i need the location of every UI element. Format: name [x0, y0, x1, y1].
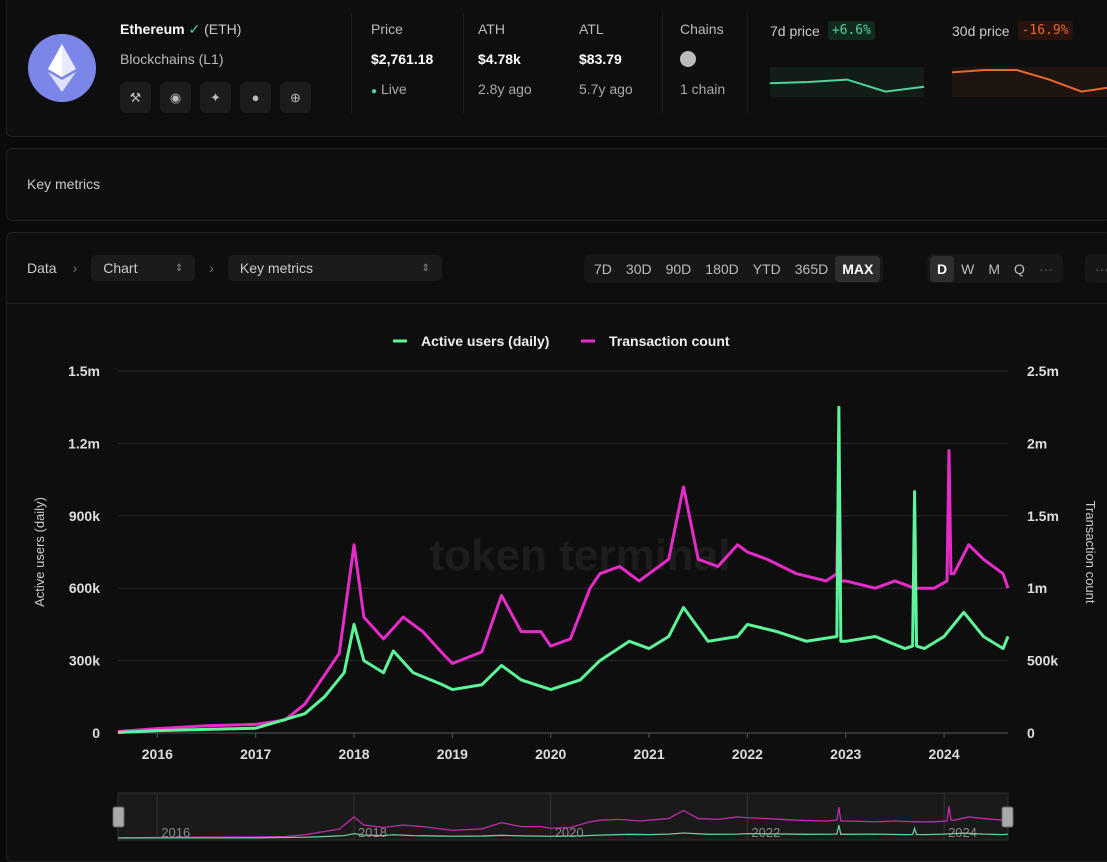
chart: token terminal 0 0 300k 500k 600k 1m 900k 1.5m 1.… — [32, 333, 1098, 841]
sparkline-30d — [952, 67, 1107, 97]
ethereum-logo — [28, 34, 96, 102]
navigator-label: 2018 — [358, 825, 387, 840]
granularity-w[interactable]: W — [961, 260, 975, 277]
sparkline-line — [952, 69, 1107, 93]
breadcrumb: Data › Chart ⇕ › Key metrics ⇕ — [27, 255, 442, 281]
verified-icon: ✓ — [188, 21, 201, 37]
x-tick-label: 2019 — [437, 746, 468, 762]
range-navigator — [117, 792, 1009, 841]
y-tick-left: 0 — [92, 725, 100, 741]
y-tick-left: 300k — [69, 653, 100, 669]
y-tick-right: 0 — [1027, 725, 1035, 741]
granularity-q[interactable]: Q — [1014, 260, 1025, 277]
coingecko-icon[interactable]: ● — [240, 82, 271, 113]
navigator-series-tx — [117, 806, 1009, 839]
legend-item: Transaction count — [609, 333, 730, 349]
y-tick-right: 500k — [1027, 653, 1058, 669]
navigator-label: 2022 — [751, 825, 780, 840]
legend-item: Active users (daily) — [421, 333, 549, 349]
live-dot-icon: ● — [371, 86, 378, 97]
range-30d[interactable]: 30D — [625, 260, 652, 277]
x-tick-label: 2022 — [732, 746, 763, 762]
twitter-icon[interactable]: ✦ — [200, 82, 231, 113]
range-90d[interactable]: 90D — [665, 260, 692, 277]
x-tick-label: 2017 — [240, 746, 271, 762]
y-tick-left: 900k — [69, 508, 100, 524]
chains-stat: Chains 1 chain — [680, 21, 726, 97]
sparkline-line — [770, 78, 925, 93]
ethereum-chain-icon[interactable] — [680, 51, 696, 67]
granularity-m[interactable]: M — [988, 260, 1001, 277]
key-metrics-section: Key metrics — [6, 148, 1107, 221]
y-tick-right: 1.5m — [1027, 508, 1059, 524]
x-tick-label: 2016 — [142, 746, 173, 762]
github-icon[interactable]: ◉ — [160, 82, 191, 113]
range-7d[interactable]: 7D — [594, 260, 612, 277]
range-180d[interactable]: 180D — [705, 260, 739, 277]
x-tick-label: 2023 — [830, 746, 861, 762]
asset-category: Blockchains (L1) — [120, 51, 224, 67]
price-7d: 7d price +6.6% — [770, 21, 875, 40]
navigator-label: 2016 — [161, 825, 190, 840]
breadcrumb-data[interactable]: Data — [27, 260, 57, 276]
globe-icon[interactable]: ⊕ — [280, 82, 311, 113]
chevron-updown-icon: ⇕ — [421, 262, 430, 274]
series-line-transaction-count — [117, 449, 1010, 734]
x-tick-label: 2024 — [928, 746, 959, 762]
price-30d: 30d price -16.9% — [952, 21, 1073, 40]
section-title: Key metrics — [27, 176, 101, 192]
series-line-active-users — [117, 405, 1010, 735]
asset-ticker: (ETH) — [204, 21, 242, 37]
chevron-updown-icon: ⇕ — [174, 262, 184, 274]
navigator-series-users — [117, 824, 1009, 839]
metric-select[interactable]: Key metrics ⇕ — [227, 255, 442, 281]
change-badge-30d: -16.9% — [1017, 21, 1073, 40]
y-tick-right: 2.5m — [1027, 363, 1059, 379]
chevron-right-icon: › — [209, 260, 214, 276]
y-tick-left: 600k — [69, 580, 100, 596]
asset-header: Ethereum ✓ (ETH) Blockchains (L1) ⚒ ◉ ✦ … — [6, 0, 1107, 137]
view-select[interactable]: Chart ⇕ — [91, 255, 196, 281]
granularity-selector: D W M Q ··· — [927, 254, 1063, 283]
y-axis-label-right: Transaction count — [1083, 501, 1098, 604]
chart-panel: Data › Chart ⇕ › Key metrics ⇕ 7D 30D 90D 180… — [6, 232, 1107, 862]
asset-name: Ethereum ✓ (ETH) — [120, 21, 241, 38]
y-tick-left: 1.2m — [68, 435, 100, 451]
navigator-handle-right[interactable] — [1001, 806, 1014, 828]
navigator-handle-left[interactable] — [112, 806, 125, 828]
granularity-more[interactable]: ··· — [1038, 260, 1053, 277]
range-ytd[interactable]: YTD — [752, 260, 781, 277]
range-max[interactable]: MAX — [835, 255, 881, 282]
price-stat: Price $2,761.18 ● Live — [371, 21, 434, 97]
sparkline-7d — [770, 67, 925, 97]
y-tick-left: 1.5m — [68, 363, 100, 379]
navigator-label: 2024 — [948, 825, 977, 840]
y-tick-right: 2m — [1027, 435, 1047, 451]
y-axis-label-left: Active users (daily) — [32, 497, 47, 607]
chevron-right-icon: › — [72, 260, 78, 276]
hammer-icon[interactable]: ⚒ — [120, 82, 151, 113]
x-tick-label: 2018 — [338, 746, 369, 762]
live-label: Live — [380, 81, 407, 97]
range-365d[interactable]: 365D — [794, 260, 829, 277]
ath-stat: ATH $4.78k 2.8y ago — [478, 21, 532, 97]
x-tick-label: 2021 — [633, 746, 664, 762]
asset-name-text: Ethereum — [120, 21, 185, 37]
y-tick-right: 1m — [1027, 580, 1047, 596]
granularity-d[interactable]: D — [930, 255, 955, 282]
more-button[interactable]: ··· — [1085, 254, 1107, 283]
x-tick-label: 2020 — [535, 746, 566, 762]
change-badge-7d: +6.6% — [827, 21, 875, 40]
atl-stat: ATL $83.79 5.7y ago — [579, 21, 633, 97]
range-selector: 7D 30D 90D 180D YTD 365D MAX — [584, 254, 884, 283]
watermark: token terminal — [430, 531, 731, 580]
